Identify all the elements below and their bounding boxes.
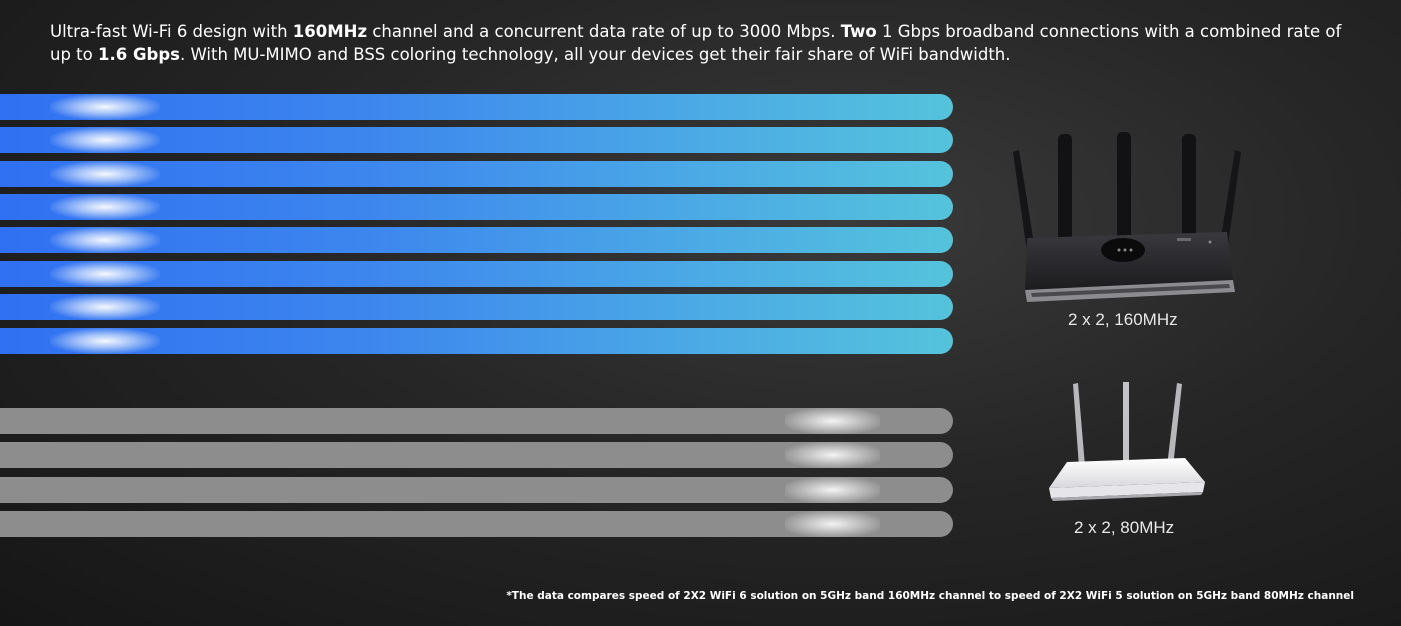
wifi6-stream-bar bbox=[0, 127, 953, 153]
intro-bold-160mhz: 160MHz bbox=[292, 22, 368, 41]
intro-text-2: channel and a concurrent data rate of up… bbox=[367, 22, 841, 41]
wifi6-stream-bar bbox=[0, 294, 953, 320]
footnote: *The data compares speed of 2X2 WiFi 6 s… bbox=[506, 590, 1354, 602]
wifi5-stream-bar bbox=[0, 511, 953, 537]
wifi5-stream-bar bbox=[0, 442, 953, 468]
wifi6-stream-bar bbox=[0, 194, 953, 220]
wifi6-stream-bar bbox=[0, 261, 953, 287]
wifi5-router-image bbox=[1049, 382, 1205, 501]
intro-paragraph: Ultra-fast Wi-Fi 6 design with 160MHz ch… bbox=[50, 20, 1360, 66]
wifi5-device-label: 2 x 2, 80MHz bbox=[1074, 518, 1175, 537]
intro-text-3: 1 Gbps broadband connections with a comb… bbox=[50, 22, 1342, 64]
wifi5-stream-bar bbox=[0, 477, 953, 503]
wifi6-stream-bar bbox=[0, 328, 953, 354]
wifi6-device-label: 2 x 2, 160MHz bbox=[1068, 310, 1178, 329]
wifi6-router-image bbox=[1013, 132, 1241, 302]
intro-bold-rate: 1.6 Gbps bbox=[98, 45, 180, 64]
intro-text-1: Ultra-fast Wi-Fi 6 design with bbox=[50, 22, 293, 41]
wifi6-stream-bar bbox=[0, 161, 953, 187]
intro-bold-two: Two bbox=[840, 22, 877, 41]
wifi6-stream-bar bbox=[0, 94, 953, 120]
wifi5-stream-bar bbox=[0, 408, 953, 434]
intro-text-4: . With MU-MIMO and BSS coloring technolo… bbox=[179, 45, 1011, 64]
wifi6-stream-bar bbox=[0, 227, 953, 253]
